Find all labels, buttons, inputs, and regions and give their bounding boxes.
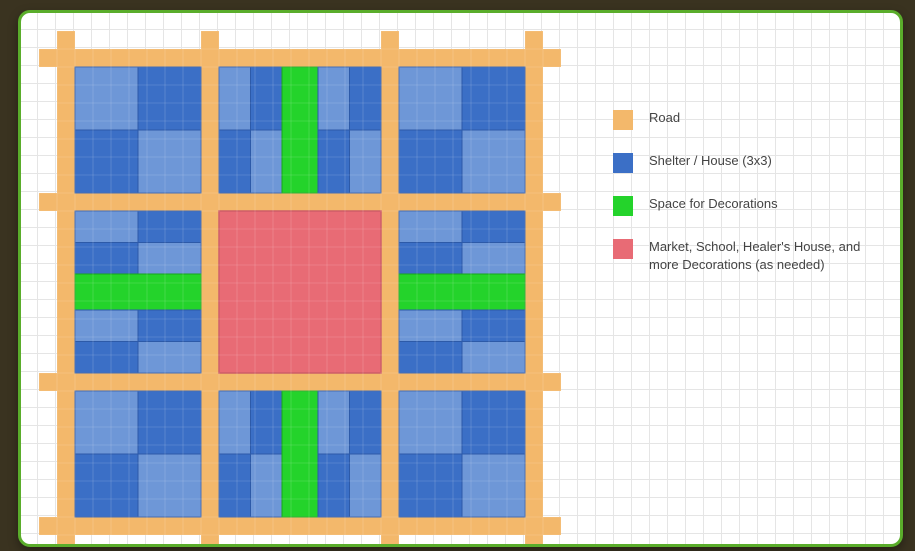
legend-item-road: Road — [613, 109, 883, 130]
legend-swatch — [613, 196, 633, 216]
legend-item-decoration: Space for Decorations — [613, 195, 883, 216]
legend-label: Shelter / House (3x3) — [649, 152, 772, 170]
legend-item-house: Shelter / House (3x3) — [613, 152, 883, 173]
legend-swatch — [613, 239, 633, 259]
legend: Road Shelter / House (3x3) Space for Dec… — [613, 109, 883, 295]
diagram-frame: Road Shelter / House (3x3) Space for Dec… — [18, 10, 903, 547]
legend-label: Space for Decorations — [649, 195, 778, 213]
legend-label: Market, School, Healer's House, and more… — [649, 238, 883, 273]
legend-swatch — [613, 110, 633, 130]
legend-swatch — [613, 153, 633, 173]
city-plan-diagram — [39, 31, 561, 547]
legend-item-center: Market, School, Healer's House, and more… — [613, 238, 883, 273]
legend-label: Road — [649, 109, 680, 127]
